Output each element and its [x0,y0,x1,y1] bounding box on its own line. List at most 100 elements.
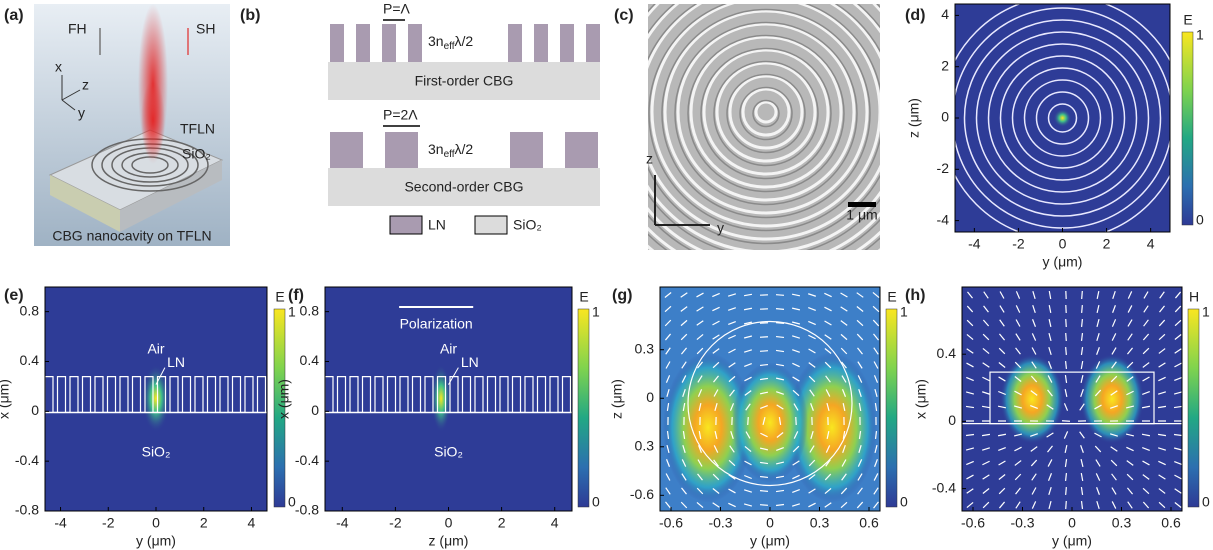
vector-arrow [776,432,784,438]
x-tick-label: 0 [1068,515,1076,531]
label-sh: SH [196,21,215,37]
panel-a: (a) FH SH x z y TFLN SiO₂ CBG nanocavity… [4,4,230,246]
ring-shadow [726,73,806,154]
vector-arrow [1143,291,1149,299]
vector-arrow [744,445,752,453]
vector-arrow [1111,333,1117,341]
first-order: First-order CBG [415,73,514,89]
vector-arrow [745,431,751,439]
ring-shadow [713,60,819,167]
vector-arrow [712,502,720,508]
y-tick-label: -0.8 [295,502,319,518]
vector-arrow [666,402,670,412]
vector-arrow [1048,304,1052,314]
vector-arrow [1174,460,1182,466]
vector-arrow [808,307,816,311]
vector-arrow [824,487,832,495]
y-tick-label: -2 [937,160,950,176]
vector-arrow [1096,347,1100,355]
vector-arrow [1096,304,1100,314]
colorbar [885,308,898,508]
colorbar-min: 0 [1196,212,1204,228]
vector-arrow [1173,391,1182,395]
colorbar-min: 0 [1202,494,1210,510]
vector-arrow [1080,458,1084,468]
vector-arrow [791,307,801,311]
legend-swatch [389,215,423,235]
vector-arrow [1095,375,1101,383]
vector-arrow [1127,305,1133,313]
vector-arrow [791,293,801,297]
vector-arrow [965,433,975,437]
vector-arrow [1014,473,1022,481]
vector-arrow [1096,290,1100,300]
vector-arrow [1032,305,1036,313]
plot-area [962,287,1182,511]
vector-arrow [775,489,785,493]
vector-arrow [1081,290,1083,300]
vector-arrow [682,389,686,397]
grating-outline [45,376,267,414]
axis-label: z [646,151,653,167]
vector-arrow [840,306,848,312]
vector-arrow [696,292,704,298]
vector-arrow [1065,500,1067,510]
ring-shadow [687,34,845,193]
label-sio2: SiO₂ [434,443,463,459]
vector-arrow [1064,444,1068,454]
vector-arrow [1046,432,1054,438]
vector-arrow [1080,374,1084,384]
vector-arrow [874,388,878,398]
vector-arrow [997,433,1007,437]
panel-label: (b) [240,7,260,24]
vector-arrow [1173,405,1182,409]
colorbar-title: E [887,289,896,305]
y-tick-label: 0.3 [635,437,655,453]
vector-arrow [1095,361,1101,369]
vector-arrow [680,333,688,341]
vector-arrow [966,488,974,494]
vector-arrow [1096,333,1100,341]
vector-arrow [1094,389,1102,397]
x-tick-label: 0 [445,515,453,531]
axis-label: x [55,59,62,75]
vector-arrow [873,473,879,481]
vector-arrow [728,474,736,480]
ring-shadow [700,47,832,180]
ring-shadow [648,4,880,232]
vector-arrow [856,501,864,509]
vector-arrow [1110,390,1118,396]
vector-arrow [712,361,720,369]
vector-arrow [808,362,816,368]
vector-arrow [1015,333,1021,341]
slab-side [50,175,120,232]
vector-arrow [759,336,769,338]
vector-arrow [1063,431,1069,439]
colorbar-min: 0 [900,494,908,510]
vector-arrow [760,404,768,410]
vector-arrow [825,459,831,467]
y-axis-label: x (μm) [276,379,292,419]
width-sub: eff [444,149,455,160]
vector-arrow [874,444,878,454]
vector-arrow [1047,375,1053,383]
vector-arrow [857,487,863,495]
vector-arrow [712,334,720,340]
vector-arrow [966,305,974,313]
vector-arrow [1158,501,1166,509]
vector-arrow [982,391,990,395]
slab-side [120,160,222,232]
vector-arrow [967,291,973,299]
x-tick-label: -2 [389,515,402,531]
vector-arrow [744,474,752,480]
vector-arrow [759,504,769,506]
y-tick-label: -0.8 [15,502,39,518]
panel-d: (d) -4 -2 0 2 4 4 2 0 -2 -4 y (μm) z (μm) E1 0 [905,3,1204,270]
colorbar-title: E [275,289,284,305]
vector-arrow [842,430,846,440]
ring [975,31,1150,205]
vector-arrow [775,294,785,296]
label-sio2: SiO₂ [182,146,211,162]
vector-arrow [665,487,671,495]
vector-arrow [1127,333,1133,341]
